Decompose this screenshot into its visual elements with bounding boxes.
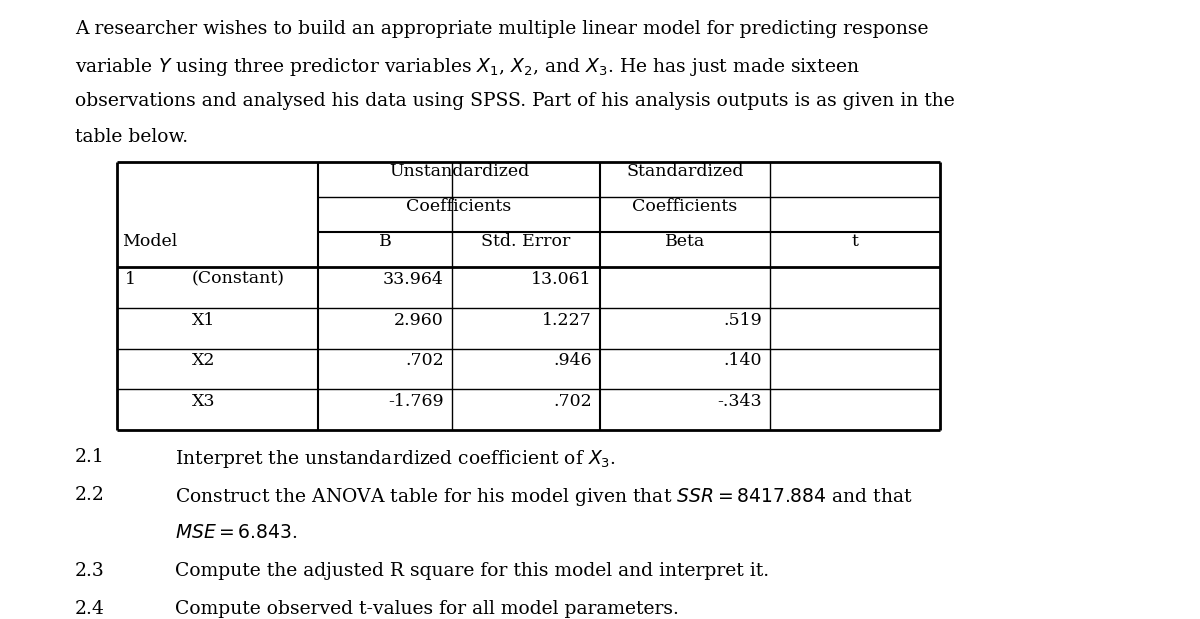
Text: X2: X2 [192, 352, 216, 370]
Text: Coefficients: Coefficients [407, 198, 511, 215]
Text: Interpret the unstandardized coefficient of $X_3$.: Interpret the unstandardized coefficient… [175, 448, 616, 470]
Text: -1.769: -1.769 [389, 393, 444, 410]
Text: 2.1: 2.1 [74, 448, 104, 466]
Text: Std. Error: Std. Error [481, 233, 571, 250]
Text: B: B [379, 233, 391, 250]
Text: (Constant): (Constant) [192, 271, 286, 288]
Text: .519: .519 [724, 311, 762, 329]
Text: 1: 1 [125, 271, 136, 288]
Text: 2.2: 2.2 [74, 486, 104, 504]
Text: table below.: table below. [74, 128, 188, 146]
Text: .140: .140 [724, 352, 762, 370]
Text: observations and analysed his data using SPSS. Part of his analysis outputs is a: observations and analysed his data using… [74, 92, 955, 110]
Text: Compute the adjusted R square for this model and interpret it.: Compute the adjusted R square for this m… [175, 562, 769, 580]
Text: X1: X1 [192, 311, 215, 329]
Text: X3: X3 [192, 393, 216, 410]
Text: .946: .946 [553, 352, 592, 370]
Text: Coefficients: Coefficients [632, 198, 738, 215]
Text: 1.227: 1.227 [542, 311, 592, 329]
Text: Standardized: Standardized [626, 163, 744, 180]
Text: t: t [852, 233, 858, 250]
Text: .702: .702 [406, 352, 444, 370]
Text: .702: .702 [553, 393, 592, 410]
Text: $MSE = 6.843$.: $MSE = 6.843$. [175, 524, 298, 542]
Text: -.343: -.343 [718, 393, 762, 410]
Text: variable $Y$ using three predictor variables $X_1$, $X_2$, and $X_3$. He has jus: variable $Y$ using three predictor varia… [74, 56, 859, 78]
Text: 2.960: 2.960 [395, 311, 444, 329]
Text: 2.3: 2.3 [74, 562, 104, 580]
Text: Compute observed t-values for all model parameters.: Compute observed t-values for all model … [175, 600, 679, 618]
Text: Beta: Beta [665, 233, 706, 250]
Text: Construct the ANOVA table for his model given that $SSR = 8417.884$ and that: Construct the ANOVA table for his model … [175, 486, 913, 508]
Text: Unstandardized: Unstandardized [389, 163, 529, 180]
Text: 2.4: 2.4 [74, 600, 104, 618]
Text: 13.061: 13.061 [532, 271, 592, 288]
Text: Model: Model [122, 233, 178, 250]
Text: 33.964: 33.964 [383, 271, 444, 288]
Text: A researcher wishes to build an appropriate multiple linear model for predicting: A researcher wishes to build an appropri… [74, 20, 929, 38]
